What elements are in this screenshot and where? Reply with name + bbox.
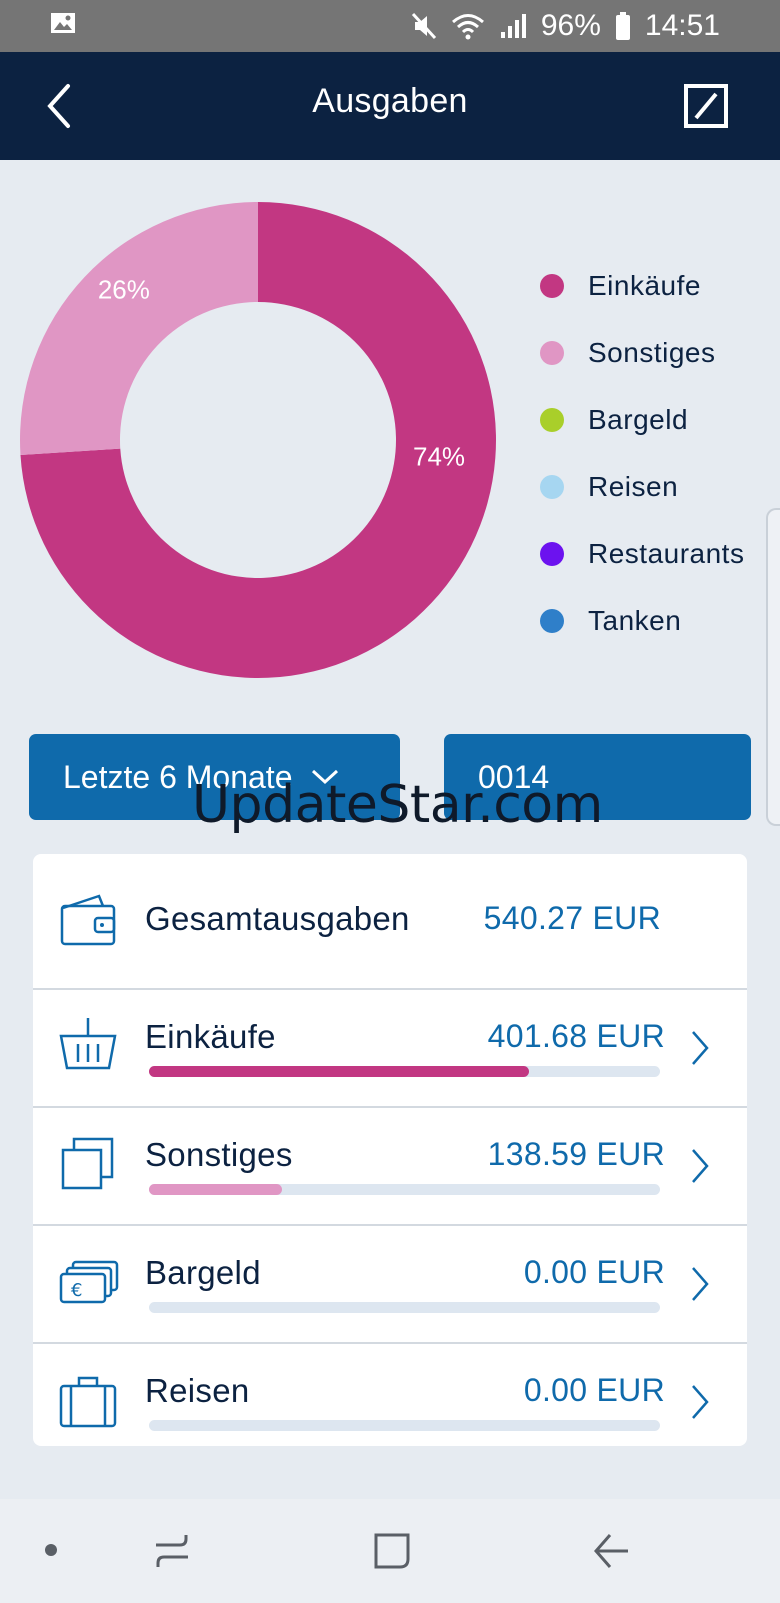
image-icon — [50, 9, 76, 43]
progress-fill — [149, 1066, 530, 1077]
category-row-sonstiges[interactable]: Sonstiges 138.59 EUR — [33, 1108, 747, 1226]
legend-dot — [540, 541, 564, 566]
total-amount: 540.27 EUR — [483, 900, 661, 936]
scroll-handle[interactable] — [766, 508, 780, 826]
legend-label: Einkäufe — [588, 269, 701, 301]
category-amount: 0.00 EUR — [523, 1254, 665, 1290]
battery-icon — [615, 12, 631, 40]
legend-label: Tanken — [588, 604, 682, 636]
page-title: Ausgaben — [312, 82, 468, 120]
legend-item-restaurants: Restaurants — [540, 520, 744, 587]
spending-list: Gesamtausgaben 540.27 EUR Einkäufe 401.6… — [33, 854, 747, 1446]
category-row-einkaeufe[interactable]: Einkäufe 401.68 EUR — [33, 990, 747, 1108]
account-selector[interactable]: 0014 — [444, 734, 751, 820]
progress-fill — [149, 1184, 282, 1195]
wifi-icon — [451, 12, 485, 40]
recent-apps-icon[interactable] — [152, 1531, 192, 1571]
cash-icon: € — [59, 1260, 119, 1304]
legend-dot — [540, 340, 564, 365]
legend-dot — [540, 407, 564, 432]
squares-icon — [61, 1137, 114, 1190]
status-bar: 96% 14:51 — [0, 0, 780, 52]
chevron-down-icon — [312, 769, 339, 785]
progress-track — [149, 1066, 660, 1077]
slice-label-1: 26% — [98, 275, 150, 305]
legend-dot — [540, 608, 564, 633]
chevron-right-icon — [692, 1149, 709, 1183]
category-row-bargeld[interactable]: € Bargeld 0.00 EUR — [33, 1226, 747, 1344]
category-row-reisen[interactable]: Reisen 0.00 EUR — [33, 1344, 747, 1446]
legend-item-bargeld: Bargeld — [540, 386, 744, 453]
chevron-left-icon — [47, 84, 70, 128]
legend-item-einkaeufe: Einkäufe — [540, 252, 744, 319]
progress-track — [149, 1420, 660, 1431]
watermark: UpdateStar.com — [192, 775, 603, 835]
back-button[interactable] — [38, 78, 82, 134]
legend-dot — [540, 474, 564, 499]
category-amount: 0.00 EUR — [523, 1372, 665, 1408]
total-row: Gesamtausgaben 540.27 EUR — [33, 854, 747, 990]
basket-icon — [59, 1018, 117, 1070]
donut-chart: 74% 26% — [19, 202, 497, 678]
category-label: Sonstiges — [145, 1136, 293, 1173]
legend-item-tanken: Tanken — [540, 587, 744, 654]
signal-icon — [499, 12, 527, 40]
legend-label: Reisen — [588, 470, 679, 502]
chevron-right-icon — [692, 1385, 709, 1419]
svg-text:€: € — [71, 1280, 82, 1301]
legend-dot — [540, 273, 564, 298]
category-amount: 401.68 EUR — [487, 1018, 665, 1054]
system-nav-bar — [0, 1499, 780, 1603]
back-icon[interactable] — [592, 1531, 632, 1571]
slice-label-0: 74% — [413, 442, 465, 472]
category-amount: 138.59 EUR — [487, 1136, 665, 1172]
period-label: Letzte 6 Monate — [63, 758, 293, 795]
legend-item-reisen: Reisen — [540, 453, 744, 520]
suitcase-icon — [59, 1376, 117, 1428]
donut-slice-0[interactable] — [20, 202, 497, 678]
wallet-icon — [60, 894, 116, 946]
clock: 14:51 — [644, 9, 720, 42]
chart-legend: Einkäufe Sonstiges Bargeld Reisen Restau… — [540, 252, 744, 654]
app-bar: Ausgaben — [0, 52, 780, 160]
total-label: Gesamtausgaben — [145, 900, 410, 937]
chevron-right-icon — [692, 1031, 709, 1065]
account-label: 0014 — [478, 758, 550, 795]
deutsche-bank-logo-icon[interactable] — [684, 84, 728, 128]
category-label: Reisen — [145, 1372, 250, 1409]
mute-icon — [411, 12, 437, 40]
category-label: Einkäufe — [145, 1018, 276, 1055]
chevron-right-icon — [692, 1267, 709, 1301]
dot-icon[interactable] — [44, 1543, 58, 1557]
progress-track — [149, 1184, 660, 1195]
donut-slice-1[interactable] — [19, 202, 258, 455]
legend-label: Sonstiges — [588, 336, 716, 368]
spending-chart: 74% 26% Einkäufe Sonstiges Bargeld Reisen… — [0, 160, 780, 720]
legend-label: Bargeld — [588, 403, 689, 435]
category-label: Bargeld — [145, 1254, 261, 1291]
progress-track — [149, 1302, 660, 1313]
home-icon[interactable] — [372, 1531, 412, 1571]
period-dropdown[interactable]: Letzte 6 Monate — [29, 734, 400, 820]
legend-item-sonstiges: Sonstiges — [540, 319, 744, 386]
legend-label: Restaurants — [588, 537, 745, 569]
battery-percent: 96% — [540, 9, 601, 42]
